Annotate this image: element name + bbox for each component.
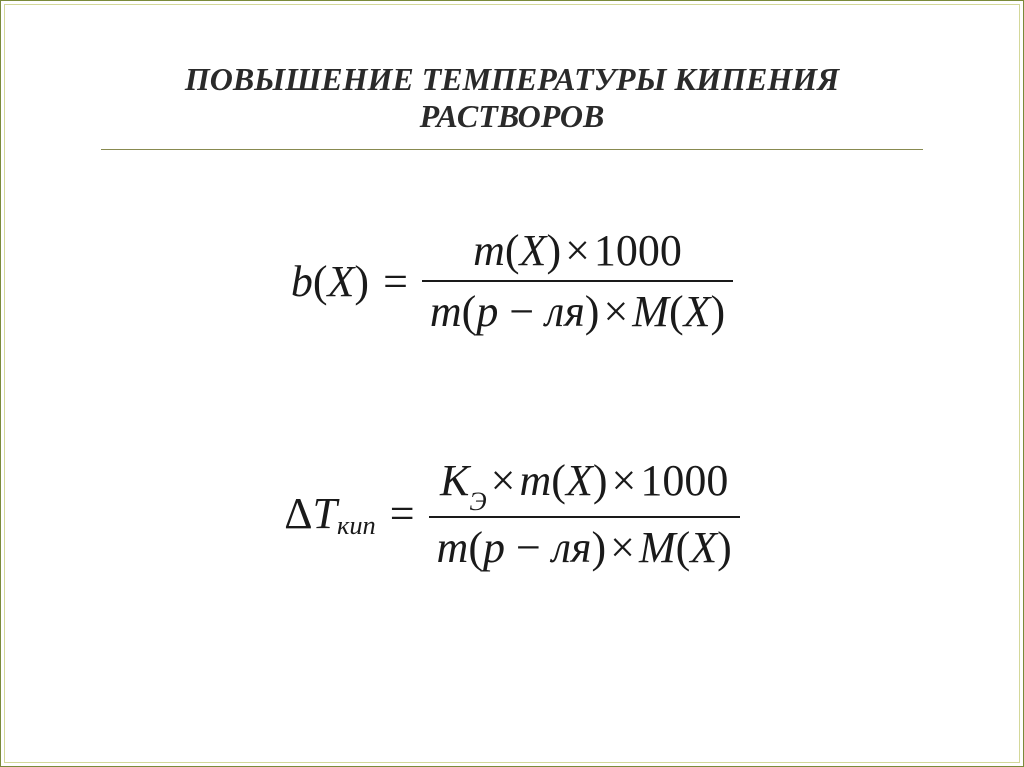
f1-den-times: × [599, 287, 632, 336]
f2-num-m: m [520, 456, 552, 505]
f2-den-close: ) [591, 523, 606, 572]
f2-den-times: × [606, 523, 639, 572]
f1-den-m: m [430, 287, 462, 336]
f2-den-M: M [639, 523, 676, 572]
f2-T: T [312, 488, 336, 539]
f1-numerator: m(X)×1000 [465, 221, 690, 280]
f1-den-M: M [632, 287, 669, 336]
f1-den-p: p [476, 287, 498, 336]
f2-den-open2: ( [676, 523, 691, 572]
f2-fraction: KЭ×m(X)×1000 m(p − ля)×M(X) [429, 451, 740, 577]
f2-denominator: m(p − ля)×M(X) [429, 518, 740, 577]
f1-num-times: × [561, 226, 594, 275]
f2-num-Ksub: Э [469, 486, 486, 516]
f2-num-times2: × [607, 456, 640, 505]
f2-den-open: ( [468, 523, 483, 572]
f2-num-open: ( [551, 456, 566, 505]
f1-num-m: m [473, 226, 505, 275]
f1-num-open: ( [505, 226, 520, 275]
f2-den-m: m [437, 523, 469, 572]
f2-sub-kip: кип [337, 510, 376, 541]
f2-num-close: ) [593, 456, 608, 505]
f1-num-1000: 1000 [594, 226, 682, 275]
f1-den-close2: ) [710, 287, 725, 336]
title-line-2: РАСТВОРОВ [61, 98, 963, 135]
f1-fraction: m(X)×1000 m(p − ля)×M(X) [422, 221, 733, 341]
f1-den-close: ) [585, 287, 600, 336]
f1-lhs: b(X) [291, 256, 369, 307]
slide-title: ПОВЫШЕНИЕ ТЕМПЕРАТУРЫ КИПЕНИЯ РАСТВОРОВ [1, 61, 1023, 150]
f2-num-K: K [440, 456, 469, 505]
f2-num-1000: 1000 [640, 456, 728, 505]
f1-X: X [328, 256, 355, 307]
f1-num-close: ) [546, 226, 561, 275]
f1-den-minus: − [498, 287, 545, 336]
f2-den-X: X [690, 523, 717, 572]
f1-eq: = [383, 256, 408, 307]
f1-close: ) [354, 256, 369, 307]
f1-b: b [291, 256, 313, 307]
formula-molality: b(X) = m(X)×1000 m(p − ля)×M(X) [291, 221, 733, 341]
f1-den-open: ( [462, 287, 477, 336]
f1-den-lya: ля [545, 287, 585, 336]
f2-den-lya: ля [552, 523, 592, 572]
f2-eq: = [390, 488, 415, 539]
title-line-1: ПОВЫШЕНИЕ ТЕМПЕРАТУРЫ КИПЕНИЯ [61, 61, 963, 98]
f1-num-X: X [520, 226, 547, 275]
formula-delta-t: ΔTкип = KЭ×m(X)×1000 m(p − ля)×M(X) [284, 451, 740, 577]
f2-delta: Δ [284, 488, 312, 539]
formula-area: b(X) = m(X)×1000 m(p − ля)×M(X) ΔTкип = … [1, 221, 1023, 577]
title-underline [101, 149, 923, 150]
f2-numerator: KЭ×m(X)×1000 [432, 451, 736, 516]
f1-den-open2: ( [669, 287, 684, 336]
f2-num-times1: × [487, 456, 520, 505]
f2-lhs: ΔTкип [284, 488, 376, 539]
f2-den-close2: ) [717, 523, 732, 572]
f1-open: ( [313, 256, 328, 307]
f2-num-X: X [566, 456, 593, 505]
f2-den-p: p [483, 523, 505, 572]
f1-denominator: m(p − ля)×M(X) [422, 282, 733, 341]
f1-den-X: X [684, 287, 711, 336]
f2-den-minus: − [505, 523, 552, 572]
